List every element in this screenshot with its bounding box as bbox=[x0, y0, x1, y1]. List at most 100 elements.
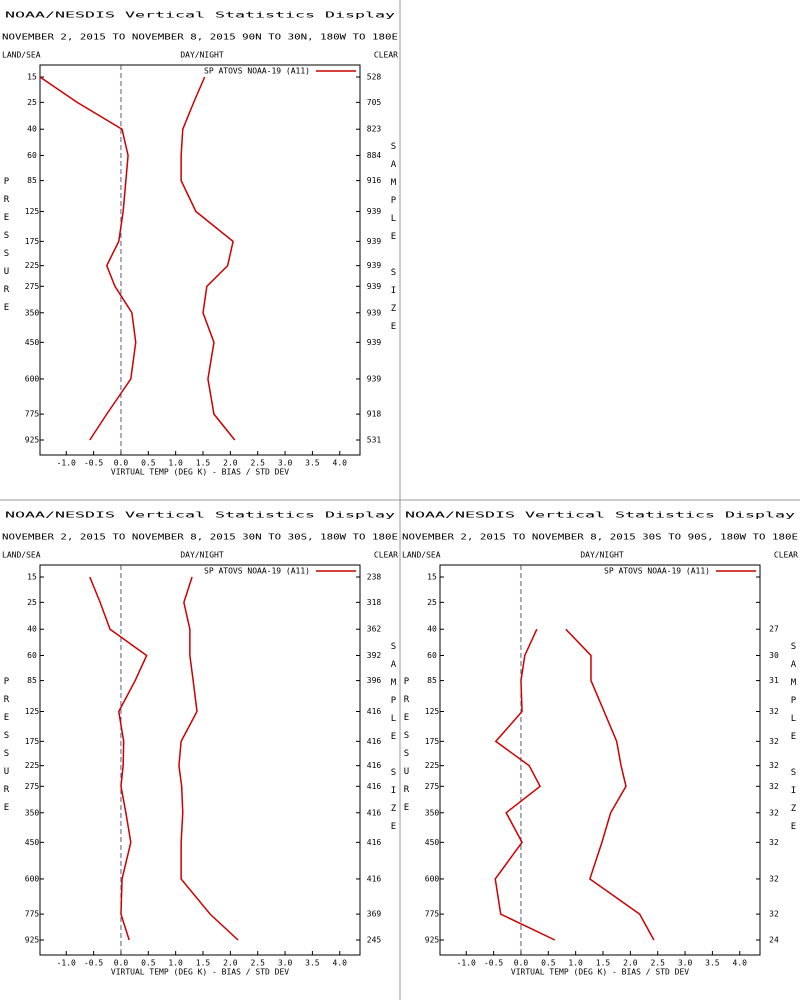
y-tick-label: 25 bbox=[427, 598, 437, 607]
sample-size-label: 416 bbox=[367, 761, 382, 770]
legend-label: SP ATOVS NOAA-19 (A11) bbox=[204, 567, 310, 576]
legend-label: SP ATOVS NOAA-19 (A11) bbox=[204, 67, 310, 76]
y-tick-label: 275 bbox=[425, 782, 440, 791]
land-sea-label: LAND/SEA bbox=[2, 51, 41, 60]
sample-size-label: 939 bbox=[367, 282, 382, 291]
panel-title: NOAA/NESDIS Vertical Statistics Display bbox=[405, 511, 795, 520]
x-tick-label: 1.5 bbox=[596, 959, 611, 968]
y-tick-label: 775 bbox=[425, 910, 440, 919]
panel-title: NOAA/NESDIS Vertical Statistics Display bbox=[5, 511, 395, 520]
sample-size-label: 30 bbox=[769, 651, 779, 660]
y-tick-label: 40 bbox=[27, 625, 37, 634]
y-tick-label: 125 bbox=[25, 707, 40, 716]
panel-subtitle: NOVEMBER 2, 2015 TO NOVEMBER 8, 2015 90N… bbox=[2, 33, 398, 42]
profile-line bbox=[39, 76, 137, 441]
sample-size-label: 32 bbox=[769, 782, 779, 791]
y-tick-label: 175 bbox=[25, 237, 40, 246]
sample-size-label: 939 bbox=[367, 374, 382, 383]
sample-size-label: 24 bbox=[769, 936, 779, 945]
x-tick-label: 4.0 bbox=[333, 959, 348, 968]
y-tick-label: 25 bbox=[27, 98, 37, 107]
chart-panel: NOAA/NESDIS Vertical Statistics Display N… bbox=[2, 11, 399, 477]
y-tick-label: 225 bbox=[25, 261, 40, 270]
x-tick-label: 2.0 bbox=[623, 959, 638, 968]
x-tick-label: 0.0 bbox=[114, 959, 129, 968]
y-tick-label: 350 bbox=[25, 808, 40, 817]
chart-panel: NOAA/NESDIS Vertical Statistics Display N… bbox=[402, 511, 799, 977]
sample-size-label: 362 bbox=[367, 625, 382, 634]
y-tick-label: 350 bbox=[425, 808, 440, 817]
sample-size-label: 32 bbox=[769, 874, 779, 883]
x-tick-label: 2.0 bbox=[223, 459, 238, 468]
x-axis-label: VIRTUAL TEMP (DEG K) - BIAS / STD DEV bbox=[511, 968, 689, 977]
sample-size-label: 32 bbox=[769, 707, 779, 716]
y-tick-label: 175 bbox=[425, 737, 440, 746]
y-tick-label: 60 bbox=[27, 151, 37, 160]
land-sea-label: LAND/SEA bbox=[402, 551, 441, 560]
x-tick-label: -0.5 bbox=[84, 959, 103, 968]
y-tick-label: 350 bbox=[25, 308, 40, 317]
x-tick-label: 3.0 bbox=[678, 959, 693, 968]
sample-size-label: 245 bbox=[367, 936, 382, 945]
sample-size-label: 32 bbox=[769, 910, 779, 919]
clear-label: CLEAR bbox=[774, 551, 798, 560]
sample-size-label: 528 bbox=[367, 73, 382, 82]
x-axis-label: VIRTUAL TEMP (DEG K) - BIAS / STD DEV bbox=[111, 468, 289, 477]
y-tick-label: 450 bbox=[25, 838, 40, 847]
x-tick-label: 2.5 bbox=[250, 959, 265, 968]
plot-frame bbox=[439, 564, 761, 956]
sample-size-label: 939 bbox=[367, 207, 382, 216]
sample-size-label: 238 bbox=[367, 573, 382, 582]
y-tick-label: 85 bbox=[427, 676, 437, 685]
day-night-label: DAY/NIGHT bbox=[180, 551, 224, 560]
y-tick-label: 600 bbox=[25, 374, 40, 383]
sample-size-label: 916 bbox=[367, 176, 382, 185]
x-axis-label: VIRTUAL TEMP (DEG K) - BIAS / STD DEV bbox=[111, 968, 289, 977]
y-tick-label: 25 bbox=[27, 598, 37, 607]
y-tick-label: 925 bbox=[25, 436, 40, 445]
x-tick-label: 3.0 bbox=[278, 959, 293, 968]
x-tick-label: 0.5 bbox=[141, 459, 156, 468]
panel-subtitle: NOVEMBER 2, 2015 TO NOVEMBER 8, 2015 30S… bbox=[402, 533, 798, 542]
day-night-label: DAY/NIGHT bbox=[580, 551, 624, 560]
x-tick-label: 2.5 bbox=[650, 959, 665, 968]
y-tick-label: 85 bbox=[27, 676, 37, 685]
x-tick-label: 1.5 bbox=[196, 459, 211, 468]
x-tick-label: -0.5 bbox=[84, 459, 103, 468]
y-tick-label: 40 bbox=[27, 125, 37, 134]
sample-size-label: 32 bbox=[769, 737, 779, 746]
sample-size-label: 939 bbox=[367, 237, 382, 246]
x-tick-label: 1.5 bbox=[196, 959, 211, 968]
sample-size-label: 392 bbox=[367, 651, 382, 660]
plot-frame bbox=[39, 564, 361, 956]
x-tick-label: 3.0 bbox=[278, 459, 293, 468]
y-tick-label: 775 bbox=[25, 910, 40, 919]
y2-axis-label: SAMPLE SIZE bbox=[789, 642, 799, 840]
x-tick-label: 0.0 bbox=[114, 459, 129, 468]
x-tick-label: -1.0 bbox=[57, 959, 76, 968]
y-tick-label: 775 bbox=[25, 410, 40, 419]
y2-axis-label: SAMPLE SIZE bbox=[389, 642, 399, 840]
x-tick-label: 3.5 bbox=[305, 959, 320, 968]
sample-size-label: 369 bbox=[367, 910, 382, 919]
sample-size-label: 531 bbox=[367, 436, 382, 445]
sample-size-label: 918 bbox=[367, 410, 382, 419]
x-tick-label: 0.5 bbox=[141, 959, 156, 968]
sample-size-label: 939 bbox=[367, 261, 382, 270]
sample-size-label: 939 bbox=[367, 308, 382, 317]
y-tick-label: 40 bbox=[427, 625, 437, 634]
sample-size-label: 416 bbox=[367, 707, 382, 716]
y-tick-label: 225 bbox=[25, 761, 40, 770]
x-tick-label: 0.5 bbox=[541, 959, 556, 968]
sample-size-label: 416 bbox=[367, 874, 382, 883]
profile-line bbox=[178, 576, 239, 941]
profile-line bbox=[89, 576, 148, 941]
y2-axis-label: SAMPLE SIZE bbox=[389, 142, 399, 340]
x-tick-label: 2.0 bbox=[223, 959, 238, 968]
panel-title: NOAA/NESDIS Vertical Statistics Display bbox=[5, 11, 395, 20]
day-night-label: DAY/NIGHT bbox=[180, 51, 224, 60]
profile-line bbox=[180, 76, 236, 441]
y-axis-label: PRESSURE bbox=[402, 677, 412, 821]
x-tick-label: 1.0 bbox=[568, 959, 583, 968]
